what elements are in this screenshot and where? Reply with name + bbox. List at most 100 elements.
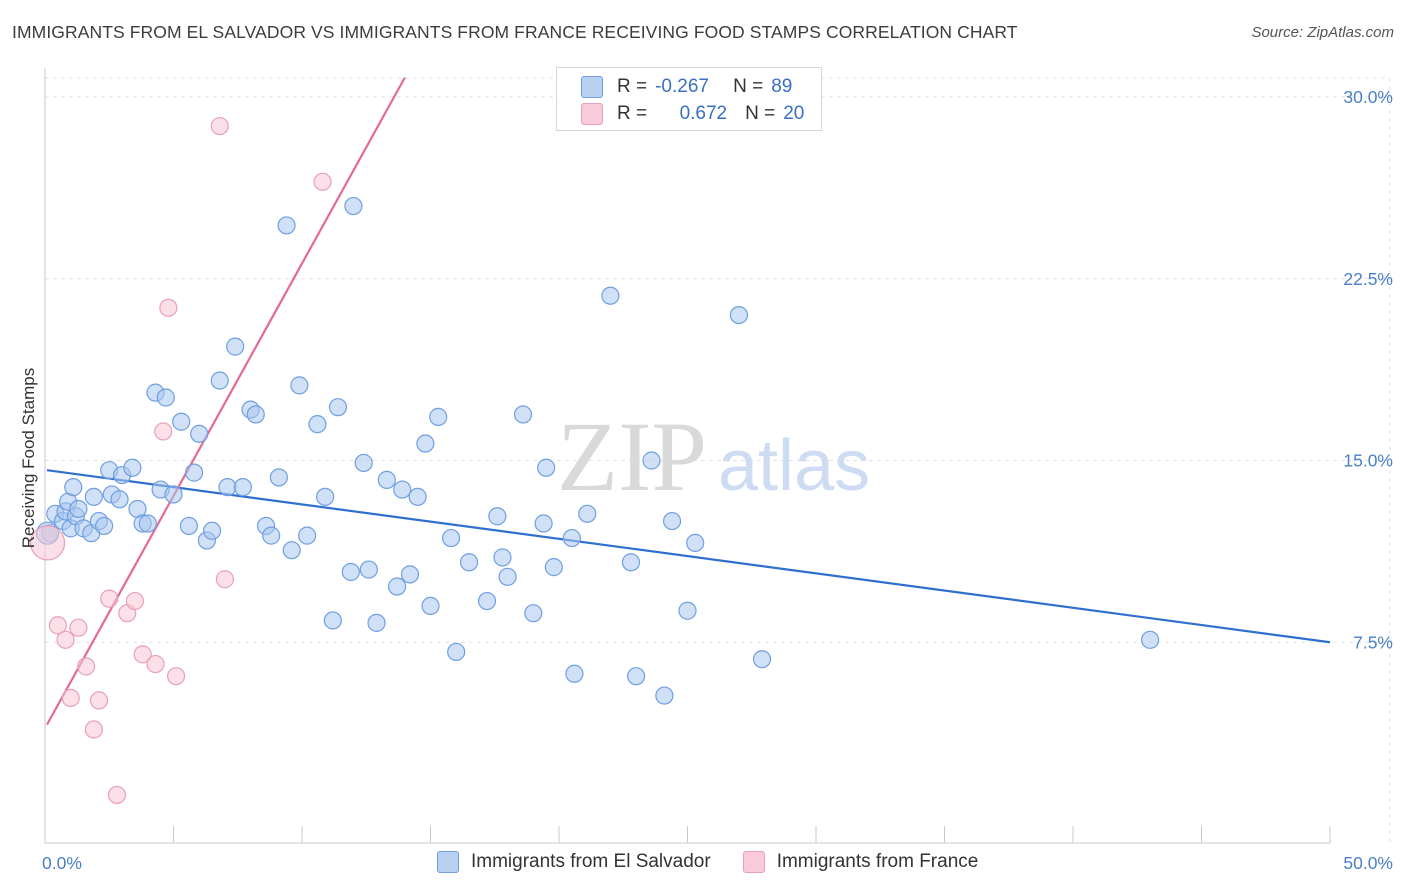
data-points (29, 116, 1160, 805)
point-el-salvador (179, 516, 199, 536)
point-el-salvador (752, 650, 772, 669)
y-tick-label: 22.5% (1343, 269, 1393, 289)
point-el-salvador (626, 667, 646, 686)
point-el-salvador (678, 601, 697, 620)
watermark-atlas: atlas (718, 426, 870, 506)
trend-lines (46, 77, 1331, 726)
series-swatch-blue (437, 851, 459, 873)
point-el-salvador (524, 604, 543, 623)
point-el-salvador (269, 468, 288, 487)
point-el-salvador (233, 478, 252, 497)
point-el-salvador (377, 470, 396, 489)
point-france (215, 570, 234, 589)
point-el-salvador (359, 560, 378, 579)
point-france (107, 785, 127, 805)
point-el-salvador (621, 553, 641, 572)
axes (44, 68, 1331, 844)
point-el-salvador (429, 407, 448, 426)
y-axis-label: Receiving Food Stamps (19, 368, 38, 548)
point-el-salvador (544, 558, 563, 577)
point-france (100, 589, 119, 608)
point-france (133, 645, 152, 664)
point-el-salvador (246, 405, 265, 424)
x-tick-label: 0.0% (42, 853, 82, 873)
series-legend-el-salvador: Immigrants from El Salvador (437, 851, 711, 873)
point-el-salvador (408, 487, 427, 506)
point-france (210, 116, 229, 136)
point-el-salvador (447, 642, 466, 662)
point-el-salvador (601, 286, 620, 305)
point-el-salvador (341, 562, 360, 582)
point-el-salvador (416, 434, 435, 453)
point-el-salvador (69, 499, 88, 519)
point-el-salvador (729, 306, 749, 325)
y-tick-label: 30.0% (1343, 87, 1393, 107)
point-el-salvador (202, 521, 222, 540)
point-france (125, 591, 145, 611)
series-legend-label: Immigrants from El Salvador (471, 851, 711, 872)
watermark: ZIP atlas (557, 401, 870, 512)
point-el-salvador (537, 458, 556, 477)
point-el-salvador (642, 451, 661, 470)
point-el-salvador (655, 686, 674, 705)
point-el-salvador (393, 480, 412, 499)
point-el-salvador (562, 528, 581, 548)
series-legend-france: Immigrants from France (742, 851, 979, 873)
point-france (69, 618, 88, 637)
point-el-salvador (277, 216, 296, 235)
point-el-salvador (123, 458, 142, 477)
point-el-salvador (323, 611, 342, 630)
legend-n-value: 20 (783, 103, 805, 124)
point-el-salvador (477, 591, 497, 611)
legend-swatch-blue (581, 76, 603, 98)
series-legend-label: Immigrants from France (776, 851, 979, 872)
point-el-salvador (534, 514, 553, 533)
point-el-salvador (686, 533, 705, 552)
trend-line-france (46, 77, 406, 726)
legend-n-label: N = (745, 103, 776, 124)
point-france (154, 422, 173, 441)
point-el-salvador (226, 337, 245, 356)
point-el-salvador (282, 541, 301, 560)
point-el-salvador (344, 196, 363, 216)
legend-r-value: 0.672 (679, 103, 728, 124)
point-el-salvador (298, 526, 317, 545)
point-el-salvador (95, 516, 114, 536)
source-label: Source: ZipAtlas.com (1251, 24, 1394, 41)
legend-r-value: -0.267 (655, 76, 709, 97)
legend-row-france: R = 0.672 N = 20 (581, 101, 804, 127)
y-tick-label: 7.5% (1353, 632, 1393, 652)
point-el-salvador (441, 528, 461, 548)
watermark-zip: ZIP (557, 401, 707, 512)
point-el-salvador (164, 485, 183, 504)
point-el-salvador (156, 388, 175, 407)
x-tick-label: 50.0% (1343, 853, 1393, 873)
legend-n-label: N = (733, 76, 764, 97)
legend-r-label: R = (617, 76, 648, 97)
point-el-salvador (354, 453, 373, 473)
point-france (29, 525, 66, 561)
point-el-salvador (328, 398, 348, 417)
point-el-salvador (218, 478, 237, 497)
point-france (159, 298, 178, 317)
series-swatch-pink (742, 851, 765, 873)
point-el-salvador (421, 596, 440, 616)
point-el-salvador (367, 613, 386, 632)
point-france (89, 691, 109, 710)
point-el-salvador (290, 376, 309, 395)
point-el-salvador (316, 487, 335, 506)
point-el-salvador (184, 463, 204, 482)
y-tick-label: 15.0% (1343, 451, 1393, 471)
point-france (166, 667, 186, 686)
trend-line-el-salvador (46, 469, 1331, 644)
point-el-salvador (498, 567, 517, 586)
legend-n-value: 89 (771, 76, 793, 97)
point-el-salvador (565, 664, 584, 683)
legend-row-el-salvador: R = -0.267 N = 89 (581, 74, 792, 100)
point-france (61, 688, 80, 708)
point-france (313, 172, 332, 191)
point-france (77, 657, 96, 676)
point-el-salvador (84, 487, 103, 506)
point-el-salvador (513, 405, 533, 424)
